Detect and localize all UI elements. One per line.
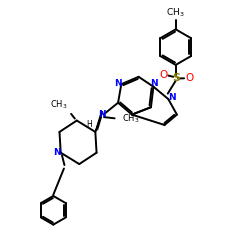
Text: H: H bbox=[86, 120, 92, 130]
Text: N: N bbox=[54, 148, 61, 157]
Text: O: O bbox=[185, 73, 193, 83]
Text: O: O bbox=[160, 70, 168, 80]
Text: CH$_3$: CH$_3$ bbox=[122, 112, 139, 124]
Polygon shape bbox=[95, 112, 103, 132]
Text: N: N bbox=[150, 79, 158, 88]
Text: CH$_3$: CH$_3$ bbox=[166, 6, 185, 19]
Text: CH$_3$: CH$_3$ bbox=[50, 98, 67, 111]
Text: N: N bbox=[98, 110, 105, 118]
Text: N: N bbox=[168, 92, 175, 102]
Text: N: N bbox=[114, 79, 122, 88]
Text: S: S bbox=[172, 73, 180, 83]
